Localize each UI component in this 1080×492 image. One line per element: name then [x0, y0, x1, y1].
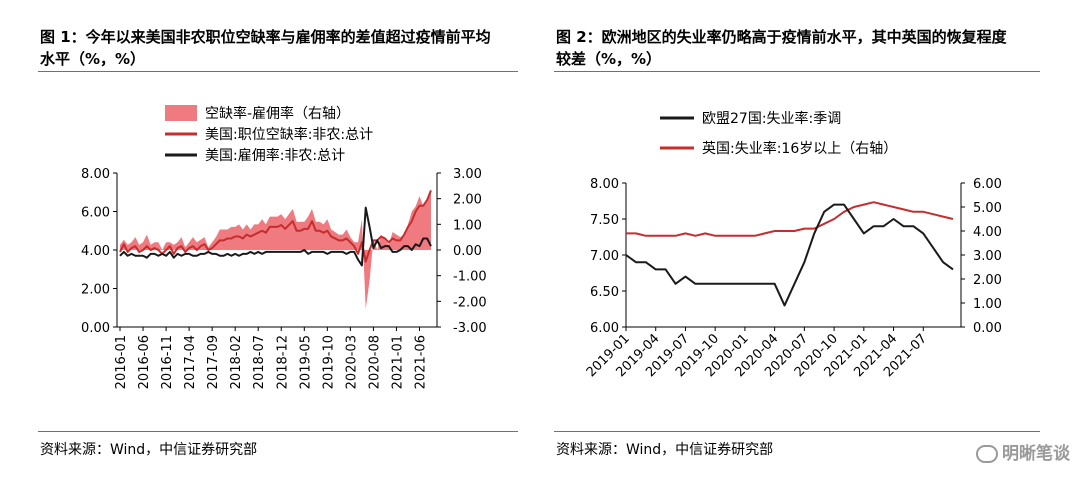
- x-tick-label: 2018-07: [252, 335, 267, 389]
- series-line-hires: [119, 206, 432, 267]
- wechat-icon: [976, 445, 998, 463]
- x-tick-label: 2020-03: [344, 335, 359, 389]
- left-y-tick-label: 0.00: [81, 321, 110, 336]
- right-y-tick-label: -3.00: [453, 321, 487, 336]
- right-footer-rule: [554, 431, 1040, 432]
- x-tick-label: 2020-08: [367, 335, 382, 389]
- x-tick-label: 2019-05: [298, 335, 313, 389]
- left-title-rule: [38, 71, 518, 72]
- right-y-tick-label: 6.00: [973, 177, 1002, 192]
- legend-swatch-gap: [165, 105, 197, 121]
- x-tick-label: 2021-01: [390, 335, 405, 389]
- x-tick-label: 2017-04: [183, 335, 198, 389]
- left-y-tick-label: 7.50: [590, 213, 619, 228]
- watermark-text: 明晰笔谈: [1002, 444, 1070, 464]
- x-tick-label: 2017-09: [206, 335, 221, 389]
- left-y-tick-label: 2.00: [81, 283, 110, 298]
- right-source-note: 资料来源：Wind，中信证券研究部: [556, 442, 774, 458]
- right-y-tick-label: 0.00: [973, 321, 1002, 336]
- right-chart: 6.00 6.50 7.00 7.50 8.00 0.00 1.00 2.00 3.00 4.00…: [584, 110, 1002, 380]
- right-y-tick-label: 3.00: [973, 249, 1002, 264]
- right-y-tick-label: 1.00: [453, 218, 482, 233]
- right-y-tick-label: 5.00: [973, 201, 1002, 216]
- left-chart: 0.00 2.00 4.00 6.00 8.00 -3.00 -2.00 -1.00 0.00 1…: [81, 105, 487, 389]
- right-chart-title: 图 2：欧洲地区的失业率仍略高于疫情前水平，其中英国的恢复程度 较差（%，%）: [556, 26, 1056, 70]
- left-y-tick-label: 4.00: [81, 244, 110, 259]
- left-title-line1: 图 1：今年以来美国非农职位空缺率与雇佣率的差值超过疫情前平均: [40, 28, 491, 46]
- left-y-tick-label: 6.00: [81, 206, 110, 221]
- series-line-eu27-unemployment: [625, 203, 954, 307]
- x-tick-label: 2016-06: [137, 335, 152, 389]
- x-tick-label: 2021-06: [413, 335, 428, 389]
- legend-label-eu27: 欧盟27国:失业率:季调: [702, 110, 841, 127]
- right-y-tick-label: -2.00: [453, 295, 487, 310]
- legend-label-job-openings: 美国:职位空缺率:非农:总计: [205, 126, 373, 143]
- legend-label-gap: 空缺率-雇佣率（右轴）: [205, 105, 350, 122]
- left-y-tick-label: 8.00: [590, 177, 619, 192]
- left-footer-rule: [38, 431, 518, 432]
- x-tick-label: 2018-12: [275, 335, 290, 389]
- legend-label-hires: 美国:雇佣率:非农:总计: [205, 147, 345, 164]
- left-y-tick-label: 8.00: [81, 167, 110, 182]
- x-tick-label: 2019-10: [321, 335, 336, 389]
- right-y-tick-label: 1.00: [973, 297, 1002, 312]
- left-y-tick-label: 6.50: [590, 285, 619, 300]
- right-title-line2: 较差（%，%）: [556, 50, 662, 68]
- right-y-tick-label: 2.00: [453, 193, 482, 208]
- left-y-tick-label: 7.00: [590, 249, 619, 264]
- watermark: 明晰笔谈: [976, 439, 1070, 464]
- right-y-tick-label: 2.00: [973, 273, 1002, 288]
- right-y-tick-label: 3.00: [453, 167, 482, 182]
- right-y-tick-label: -1.00: [453, 270, 487, 285]
- right-y-tick-label: 0.00: [453, 244, 482, 259]
- right-y-tick-label: 4.00: [973, 225, 1002, 240]
- left-chart-title: 图 1：今年以来美国非农职位空缺率与雇佣率的差值超过疫情前平均 水平（%，%）: [40, 26, 530, 70]
- series-area-gap: [120, 190, 431, 310]
- left-y-tick-label: 6.00: [590, 321, 619, 336]
- x-tick-label: 2016-11: [160, 335, 175, 389]
- series-line-uk-unemployment: [626, 201, 954, 237]
- right-title-line1: 图 2：欧洲地区的失业率仍略高于疫情前水平，其中英国的恢复程度: [556, 28, 1007, 46]
- legend-label-uk: 英国:失业率:16岁以上（右轴）: [702, 140, 897, 157]
- x-tick-label: 2018-02: [229, 335, 244, 389]
- right-title-rule: [554, 71, 1040, 72]
- series-line-job-openings: [119, 189, 432, 263]
- x-tick-label: 2016-01: [114, 335, 129, 389]
- left-source-note: 资料来源：Wind，中信证券研究部: [40, 442, 258, 458]
- left-title-line2: 水平（%，%）: [40, 50, 146, 68]
